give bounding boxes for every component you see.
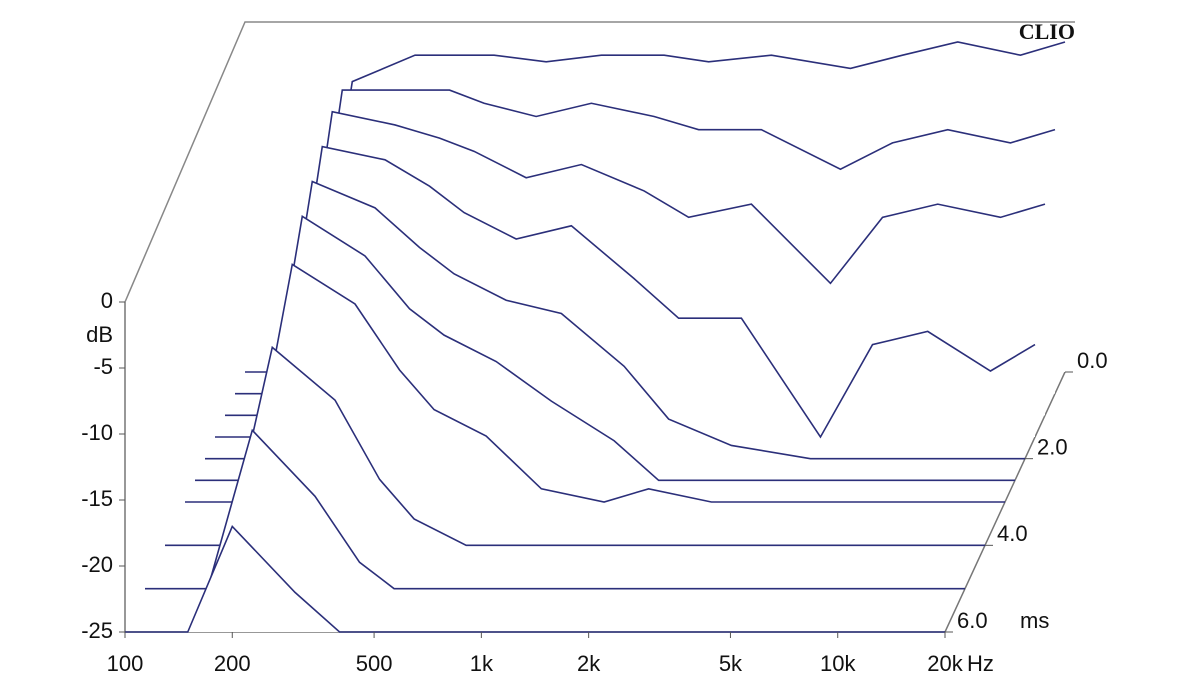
slice — [235, 89, 1056, 395]
slice-fill — [185, 264, 1005, 502]
z-tick-label: 4.0 — [997, 521, 1028, 546]
y-tick-label: -25 — [81, 618, 113, 643]
z-tick-label: 6.0 — [957, 608, 988, 633]
x-tick-label: 1k — [470, 651, 494, 676]
x-tick-label: 200 — [214, 651, 251, 676]
y-tick-label: -10 — [81, 420, 113, 445]
z-tick-label: 2.0 — [1037, 434, 1068, 459]
y-tick-label: -15 — [81, 486, 113, 511]
slice — [185, 263, 1005, 503]
y-tick-label: -20 — [81, 552, 113, 577]
y-tick-label: 0 — [101, 288, 113, 313]
slice — [145, 428, 965, 590]
x-axis-label: Hz — [967, 651, 994, 676]
slice — [165, 345, 985, 547]
slice — [245, 41, 1066, 373]
y-tick-label: -5 — [93, 354, 113, 379]
slice — [195, 215, 1015, 482]
x-tick-label: 10k — [820, 651, 856, 676]
slice — [205, 180, 1025, 460]
x-tick-label: 20k — [927, 651, 963, 676]
x-tick-label: 500 — [356, 651, 393, 676]
frame — [124, 21, 1075, 303]
slice — [125, 524, 945, 633]
x-tick-label: 100 — [107, 651, 144, 676]
x-tick-label: 2k — [577, 651, 601, 676]
z-tick-label: 0.0 — [1077, 348, 1108, 373]
slice — [215, 145, 1036, 439]
z-axis-label: ms — [1020, 608, 1049, 633]
x-tick-label: 5k — [719, 651, 743, 676]
slice — [225, 110, 1046, 417]
slice-fill — [165, 347, 985, 546]
slice-fill — [125, 526, 945, 632]
chart-title: CLIO — [1019, 19, 1075, 44]
y-axis-label: dB — [86, 322, 113, 347]
